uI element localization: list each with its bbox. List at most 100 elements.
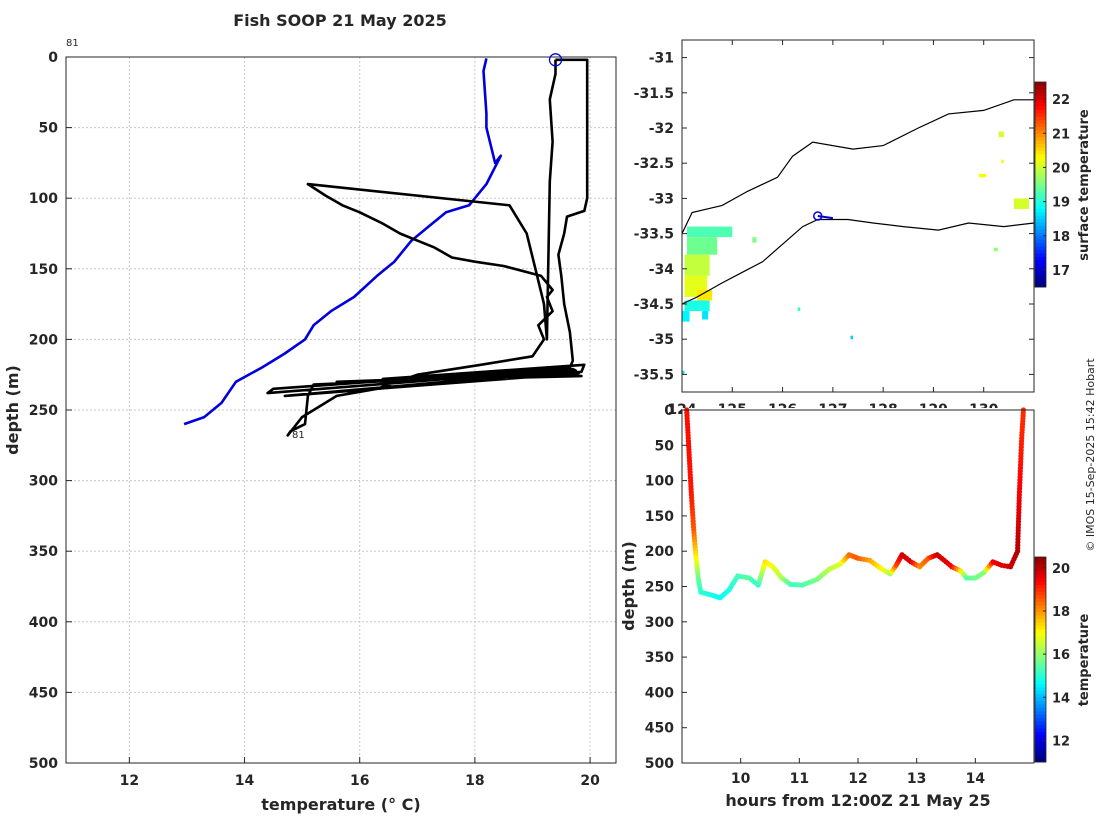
- colorbar-step: [1035, 755, 1046, 760]
- colorbar-step: [1035, 82, 1046, 86]
- profile-tick-label-y: 250: [29, 403, 58, 419]
- colorbar-step: [1035, 598, 1046, 602]
- colorbar-step: [1035, 136, 1046, 141]
- colorbar-step: [1035, 611, 1046, 616]
- colorbar-step: [1035, 748, 1046, 753]
- colorbar-step: [1035, 639, 1046, 643]
- colorbar-step: [1035, 280, 1046, 285]
- colorbar-step: [1035, 659, 1046, 664]
- colorbar-tick-label: 14: [1052, 691, 1070, 706]
- colorbar-step: [1035, 205, 1046, 209]
- sst-pixel: [1001, 159, 1004, 164]
- colorbar-step: [1035, 102, 1046, 107]
- colorbar-step: [1035, 700, 1046, 705]
- colorbar-step: [1035, 88, 1046, 93]
- colorbar-step: [1035, 608, 1046, 613]
- section-tick-label-y: 250: [645, 580, 674, 596]
- sst-pixel: [752, 237, 757, 243]
- colorbar-step: [1035, 741, 1046, 746]
- figure-title: Fish SOOP 21 May 2025: [233, 11, 447, 30]
- map-tick-label-y: -31.5: [634, 86, 674, 102]
- section-tick-label-x: 14: [966, 771, 986, 787]
- section-tick-label-y: 50: [655, 438, 675, 454]
- colorbar-step: [1035, 669, 1046, 674]
- colorbar-step: [1035, 580, 1046, 585]
- colorbar-step: [1035, 157, 1046, 162]
- colorbar-step: [1035, 174, 1046, 179]
- colorbar-tick-label: 20: [1052, 562, 1070, 577]
- colorbar-step: [1035, 160, 1046, 165]
- colorbar-step: [1035, 666, 1046, 671]
- colorbar-step: [1035, 717, 1046, 722]
- colorbar-step: [1035, 235, 1046, 240]
- colorbar-step: [1035, 570, 1046, 575]
- colorbar-step: [1035, 85, 1046, 90]
- colorbar-step: [1035, 252, 1046, 257]
- colorbar-step: [1035, 191, 1046, 196]
- colorbar-step: [1035, 727, 1046, 732]
- colorbar-step: [1035, 584, 1046, 589]
- colorbar-step: [1035, 283, 1046, 288]
- colorbar-step: [1035, 194, 1046, 199]
- colorbar-step: [1035, 557, 1046, 561]
- colorbar-tick-label: 20: [1052, 161, 1070, 176]
- colorbar-step: [1035, 560, 1046, 565]
- colorbar-step: [1035, 697, 1046, 701]
- section-bg: [682, 408, 1034, 763]
- sst-pixel: [684, 254, 710, 276]
- colorbar-step: [1035, 642, 1046, 647]
- section-tick-label-y: 200: [645, 544, 674, 560]
- sst-pixel: [702, 311, 709, 320]
- profile-axes-box: [65, 56, 617, 764]
- coastlines: [681, 99, 1035, 305]
- map-tick-label-y: -33.5: [634, 227, 674, 243]
- profile-grid: [66, 56, 616, 764]
- profile-tick-label-y: 400: [29, 615, 58, 631]
- colorbar-step: [1035, 99, 1046, 103]
- colorbar-step: [1035, 239, 1046, 244]
- colorbar-step: [1035, 119, 1046, 124]
- colorbar-step: [1035, 198, 1046, 203]
- colorbar-step: [1035, 707, 1046, 712]
- colorbar-step: [1035, 222, 1046, 226]
- colorbar-step: [1035, 276, 1046, 281]
- colorbar-step: [1035, 721, 1046, 725]
- profile-xlabel: temperature (° C): [261, 795, 420, 814]
- section-tick-label-x: 13: [907, 771, 926, 787]
- colorbar-step: [1035, 129, 1046, 134]
- reference-profile-line: [183, 58, 503, 426]
- map-colorbar-label: surface temperature: [1077, 109, 1092, 261]
- section-ylabel: depth (m): [619, 541, 638, 631]
- profile-panel: 12 14 16 18 20050100150200250300350400450500…: [3, 38, 617, 814]
- map-colorbar: 17 18 19 20 21 22: [1034, 81, 1070, 288]
- colorbar-step: [1035, 242, 1046, 247]
- colorbar-step: [1035, 693, 1046, 698]
- colorbar-step: [1035, 621, 1046, 626]
- colorbar-step: [1035, 126, 1046, 131]
- map-tick-label-y: -35.5: [634, 367, 674, 383]
- colorbar-tick-label: 22: [1052, 93, 1070, 108]
- section-tick-label-y: 100: [645, 474, 674, 490]
- colorbar-frame: [1034, 556, 1047, 763]
- map-tick-label-y: -35: [649, 332, 674, 348]
- colorbar-step: [1035, 95, 1046, 100]
- colorbar-tick-label: 16: [1052, 648, 1070, 663]
- colorbar-step: [1035, 703, 1046, 708]
- colorbar-step: [1035, 714, 1046, 719]
- colorbar-step: [1035, 567, 1046, 572]
- colorbar-step: [1035, 574, 1046, 578]
- colorbar-step: [1035, 676, 1046, 681]
- colorbar-step: [1035, 662, 1046, 667]
- section-tick-label-y: 150: [645, 509, 674, 525]
- profile-tick-label-x: 12: [120, 773, 139, 789]
- position-marker: [813, 211, 823, 221]
- colorbar-frame: [1034, 81, 1047, 288]
- colorbar-step: [1035, 652, 1046, 657]
- colorbar-tick-label: 18: [1052, 230, 1070, 245]
- colorbar-step: [1035, 232, 1046, 237]
- profile-series: [183, 53, 589, 437]
- colorbar-step: [1035, 181, 1046, 185]
- colorbar-step: [1035, 591, 1046, 596]
- colorbar-step: [1035, 92, 1046, 97]
